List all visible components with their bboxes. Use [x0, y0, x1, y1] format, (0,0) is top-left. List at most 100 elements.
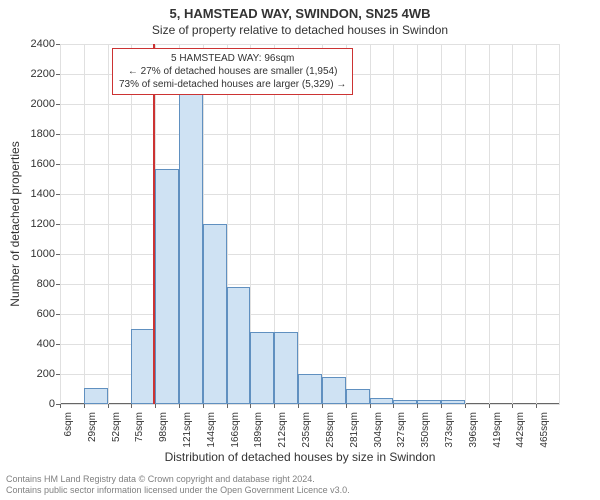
x-tick-mark: [179, 404, 180, 408]
x-tick-label: 144sqm: [206, 412, 217, 448]
y-tick-label: 2000: [0, 98, 55, 110]
x-tick-mark: [60, 404, 61, 408]
histogram-bar: [155, 169, 179, 405]
y-tick-label: 200: [0, 368, 55, 380]
footer-line-1: Contains HM Land Registry data © Crown c…: [6, 474, 350, 485]
x-tick-label: 166sqm: [230, 412, 241, 448]
x-tick-mark: [346, 404, 347, 408]
x-tick-mark: [274, 404, 275, 408]
x-tick-label: 235sqm: [301, 412, 312, 448]
y-tick-label: 1800: [0, 128, 55, 140]
histogram-bar: [322, 377, 346, 404]
histogram-bar: [393, 400, 417, 405]
histogram-bar: [227, 287, 251, 404]
y-tick-label: 800: [0, 278, 55, 290]
x-tick-label: 212sqm: [277, 412, 288, 448]
x-tick-mark: [108, 404, 109, 408]
histogram-bar: [417, 400, 441, 405]
grid-line-v: [489, 44, 490, 404]
x-tick-mark: [84, 404, 85, 408]
histogram-bar: [370, 398, 394, 404]
footer-attribution: Contains HM Land Registry data © Crown c…: [6, 474, 350, 496]
grid-line-h: [60, 254, 560, 255]
annotation-line-1: 5 HAMSTEAD WAY: 96sqm: [119, 52, 346, 65]
x-tick-label: 373sqm: [444, 412, 455, 448]
x-tick-label: 281sqm: [349, 412, 360, 448]
page-subtitle: Size of property relative to detached ho…: [0, 21, 600, 41]
marker-line: [153, 44, 155, 404]
histogram-bar: [441, 400, 465, 405]
y-tick-label: 1400: [0, 188, 55, 200]
x-tick-label: 52sqm: [111, 412, 122, 442]
y-tick-label: 2200: [0, 68, 55, 80]
x-tick-mark: [250, 404, 251, 408]
x-tick-label: 98sqm: [158, 412, 169, 442]
x-tick-label: 304sqm: [373, 412, 384, 448]
x-tick-label: 350sqm: [420, 412, 431, 448]
histogram-bar: [274, 332, 298, 404]
x-tick-label: 75sqm: [134, 412, 145, 442]
grid-line-v: [346, 44, 347, 404]
x-tick-mark: [370, 404, 371, 408]
x-tick-label: 6sqm: [63, 412, 74, 436]
x-axis-title: Distribution of detached houses by size …: [0, 450, 600, 464]
grid-line-v: [298, 44, 299, 404]
histogram-bar: [203, 224, 227, 404]
page-title: 5, HAMSTEAD WAY, SWINDON, SN25 4WB: [0, 0, 600, 21]
x-tick-label: 327sqm: [396, 412, 407, 448]
x-tick-mark: [203, 404, 204, 408]
histogram-bar: [346, 389, 370, 404]
grid-line-v: [84, 44, 85, 404]
x-tick-mark: [393, 404, 394, 408]
x-tick-mark: [322, 404, 323, 408]
x-tick-label: 419sqm: [492, 412, 503, 448]
x-tick-mark: [417, 404, 418, 408]
grid-line-v: [512, 44, 513, 404]
y-tick-label: 600: [0, 308, 55, 320]
histogram-bar: [250, 332, 274, 404]
grid-line-h: [60, 164, 560, 165]
x-tick-label: 465sqm: [539, 412, 550, 448]
grid-line-v: [536, 44, 537, 404]
grid-line-h: [60, 104, 560, 105]
grid-line-h: [60, 284, 560, 285]
grid-line-v: [417, 44, 418, 404]
grid-line-v: [370, 44, 371, 404]
x-tick-mark: [298, 404, 299, 408]
histogram-bar: [84, 388, 108, 405]
grid-line-v: [108, 44, 109, 404]
grid-line-v: [322, 44, 323, 404]
annotation-line-3: 73% of semi-detached houses are larger (…: [119, 78, 346, 91]
y-tick-label: 1000: [0, 248, 55, 260]
grid-line-h: [60, 404, 560, 405]
x-tick-mark: [131, 404, 132, 408]
x-tick-mark: [512, 404, 513, 408]
x-tick-mark: [227, 404, 228, 408]
x-tick-mark: [465, 404, 466, 408]
y-tick-label: 2400: [0, 38, 55, 50]
grid-line-v: [465, 44, 466, 404]
chart-area: 0200400600800100012001400160018002000220…: [60, 44, 560, 404]
x-tick-label: 396sqm: [468, 412, 479, 448]
histogram-bar: [298, 374, 322, 404]
x-tick-label: 442sqm: [515, 412, 526, 448]
x-tick-label: 121sqm: [182, 412, 193, 448]
grid-line-v: [60, 44, 61, 404]
x-tick-label: 189sqm: [253, 412, 264, 448]
grid-line-v: [441, 44, 442, 404]
footer-line-2: Contains public sector information licen…: [6, 485, 350, 496]
x-tick-label: 258sqm: [325, 412, 336, 448]
y-tick-label: 0: [0, 398, 55, 410]
histogram-bar: [131, 329, 155, 404]
grid-line-v: [393, 44, 394, 404]
grid-line-h: [60, 134, 560, 135]
grid-line-h: [60, 314, 560, 315]
y-tick-label: 1600: [0, 158, 55, 170]
x-tick-mark: [441, 404, 442, 408]
grid-line-h: [60, 194, 560, 195]
x-tick-mark: [489, 404, 490, 408]
annotation-box: 5 HAMSTEAD WAY: 96sqm ← 27% of detached …: [112, 48, 353, 95]
grid-line-h: [60, 44, 560, 45]
x-tick-mark: [155, 404, 156, 408]
grid-line-v: [559, 44, 560, 404]
